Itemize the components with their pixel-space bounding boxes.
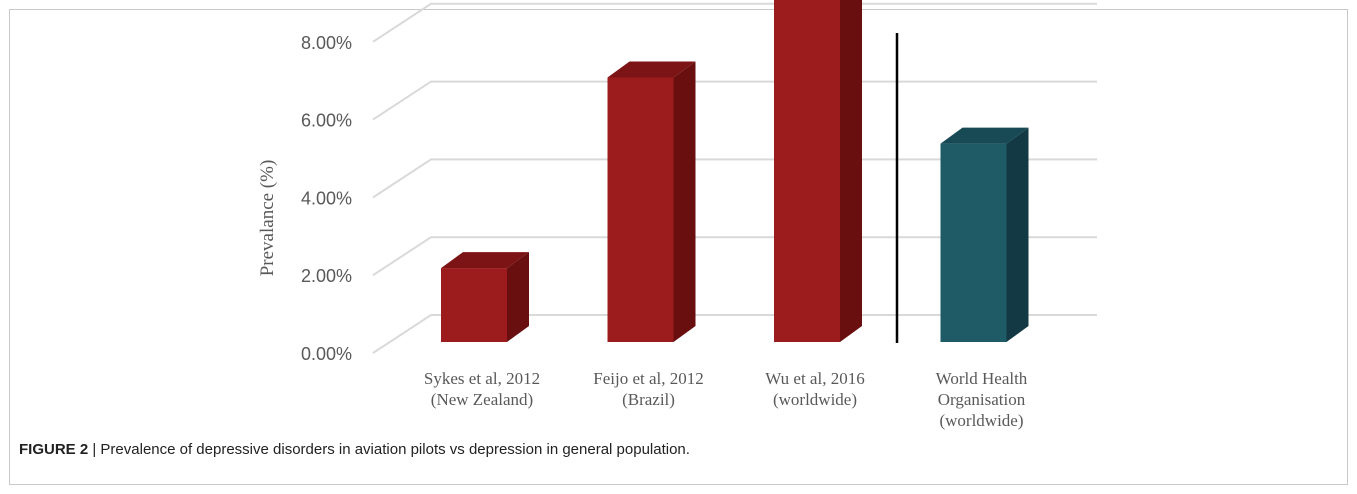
bar-side bbox=[673, 61, 696, 342]
x-category-label: Feijo et al, 2012 (Brazil) bbox=[593, 369, 703, 409]
caption-label: FIGURE 2 bbox=[19, 441, 89, 458]
x-category-label: Wu et al, 2016 (worldwide) bbox=[765, 369, 864, 409]
x-category-label-line: (worldwide) bbox=[939, 411, 1023, 430]
x-category-label-line: (Brazil) bbox=[622, 390, 675, 409]
figure-caption: FIGURE 2 | Prevalence of depressive diso… bbox=[19, 441, 1339, 458]
gridline bbox=[372, 80, 1097, 121]
bar-front bbox=[607, 77, 674, 342]
y-tick-label: 4.00% bbox=[301, 188, 352, 208]
caption-separator: | bbox=[88, 441, 101, 458]
bar bbox=[774, 0, 862, 342]
y-axis-label: Prevalance (%) bbox=[257, 160, 278, 277]
y-tick-label: 0.00% bbox=[301, 344, 352, 364]
y-tick-label: 8.00% bbox=[301, 33, 352, 53]
x-category-label-line: Organisation bbox=[938, 390, 1026, 409]
bars bbox=[441, 0, 1029, 342]
x-category-label-line: World Health bbox=[936, 369, 1028, 388]
bar-side bbox=[507, 252, 529, 342]
gridline bbox=[372, 2, 1097, 43]
gridlines bbox=[372, 2, 1097, 354]
bar bbox=[607, 61, 696, 342]
bar-top bbox=[441, 252, 529, 269]
y-tick-label: 2.00% bbox=[301, 266, 352, 286]
x-axis-category-labels: Sykes et al, 2012 (New Zealand) Feijo et a… bbox=[424, 369, 1028, 430]
bar-front bbox=[774, 0, 840, 342]
bar-side bbox=[1006, 127, 1029, 342]
x-category-label-line: Wu et al, 2016 bbox=[765, 369, 864, 388]
x-category-label-line: Feijo et al, 2012 bbox=[593, 369, 703, 388]
y-axis-ticks: 0.00%2.00%4.00%6.00%8.00%10.00%12.00%14.… bbox=[301, 33, 352, 364]
x-category-label-line: Sykes et al, 2012 bbox=[424, 369, 540, 388]
x-category-label-line: (New Zealand) bbox=[431, 390, 533, 409]
x-category-label-line: (worldwide) bbox=[773, 390, 857, 409]
bar bbox=[940, 127, 1029, 342]
bar-top bbox=[940, 127, 1029, 144]
gridline bbox=[372, 236, 1097, 277]
chart: 0.00%2.00%4.00%6.00%8.00%10.00%12.00%14.… bbox=[257, 0, 1097, 430]
x-category-label: World Health Organisation (worldwide) bbox=[936, 369, 1028, 430]
bar bbox=[441, 252, 529, 342]
bar-front bbox=[940, 143, 1007, 342]
bar-side bbox=[840, 0, 862, 342]
bar-top bbox=[607, 61, 696, 78]
x-category-label: Sykes et al, 2012 (New Zealand) bbox=[424, 369, 540, 409]
gridline bbox=[372, 314, 1097, 354]
bar-front bbox=[441, 268, 507, 342]
y-tick-label: 6.00% bbox=[301, 111, 352, 131]
gridline bbox=[372, 158, 1097, 199]
caption-text: Prevalence of depressive disorders in av… bbox=[100, 441, 690, 458]
